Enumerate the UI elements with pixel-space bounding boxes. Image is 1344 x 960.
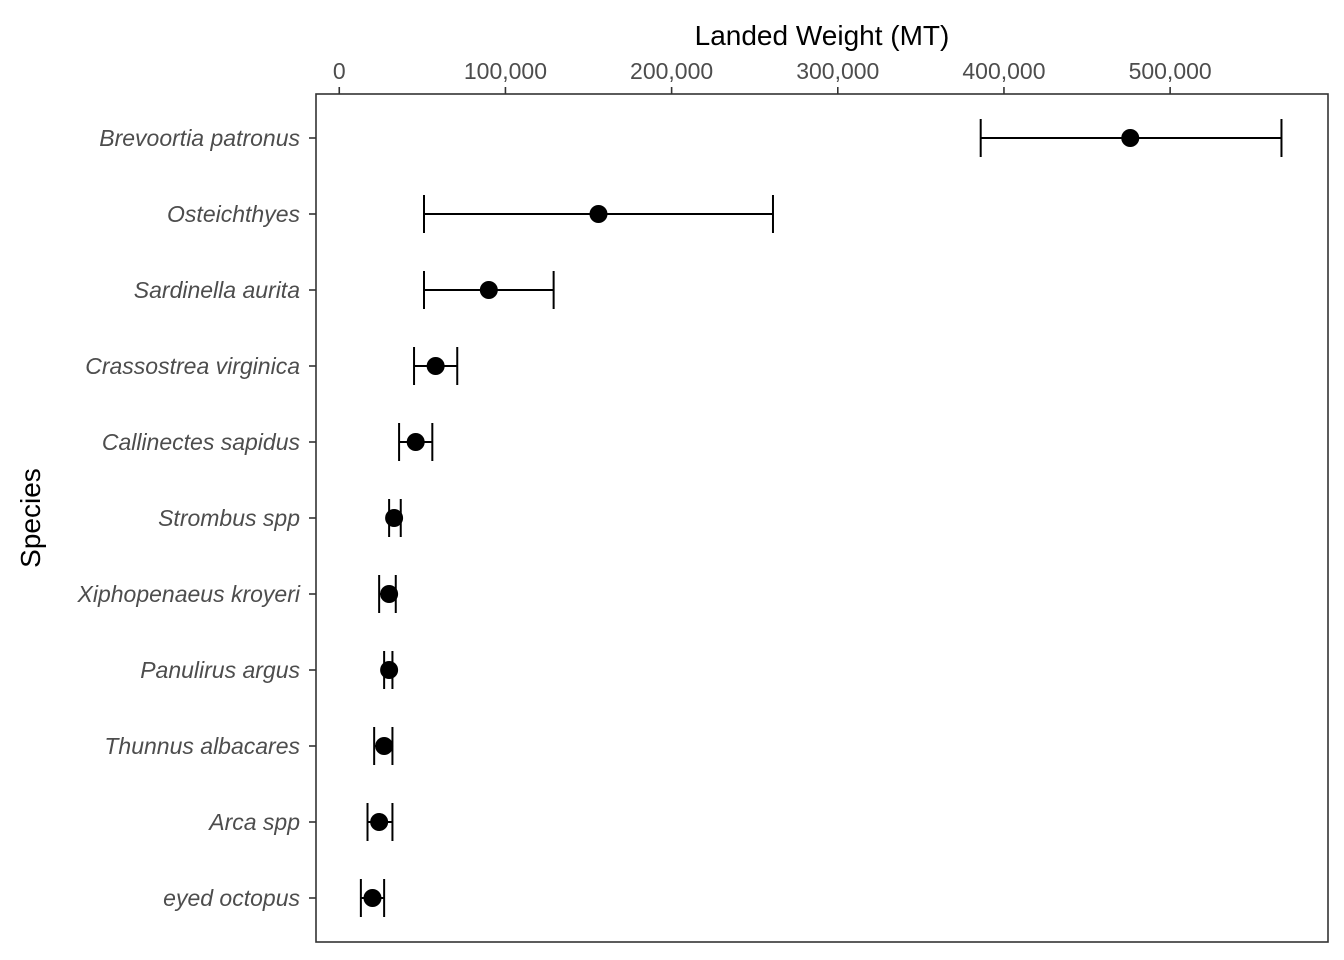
data-points: [363, 129, 1140, 907]
plot-panel: [315, 93, 1329, 943]
data-point: [406, 433, 425, 451]
y-tick-label: Strombus spp: [158, 505, 300, 531]
data-point: [375, 737, 394, 755]
y-axis-title: Species: [15, 468, 46, 568]
data-point: [370, 813, 389, 831]
data-point: [380, 585, 399, 603]
y-tick-label: Osteichthyes: [167, 201, 300, 227]
data-point: [363, 889, 382, 907]
y-tick-label: Brevoortia patronus: [99, 125, 300, 151]
data-point: [589, 205, 608, 223]
x-tick-label: 100,000: [464, 58, 547, 84]
data-point: [385, 509, 404, 527]
x-tick-label: 500,000: [1129, 58, 1212, 84]
data-point: [380, 661, 399, 679]
y-tick-label: eyed octopus: [163, 885, 300, 911]
x-axis-ticks: 0 100,000 200,000 300,000 400,000 500,000: [333, 58, 1212, 94]
y-tick-label: Crassostrea virginica: [85, 353, 300, 379]
y-tick-label: Panulirus argus: [140, 657, 300, 683]
y-tick-label: Sardinella aurita: [134, 277, 300, 303]
data-point: [1121, 129, 1140, 147]
x-axis-title: Landed Weight (MT): [695, 20, 950, 51]
data-point: [426, 357, 445, 375]
x-tick-label: 300,000: [796, 58, 879, 84]
y-tick-label: Callinectes sapidus: [102, 429, 301, 455]
x-tick-label: 0: [333, 58, 346, 84]
y-tick-label: Thunnus albacares: [104, 733, 300, 759]
y-tick-label: Arca spp: [207, 809, 300, 835]
y-tick-label: Xiphopenaeus kroyeri: [77, 581, 301, 607]
x-tick-label: 200,000: [630, 58, 713, 84]
x-tick-label: 400,000: [962, 58, 1045, 84]
y-axis-ticks: Brevoortia patronus Osteichthyes Sardinell…: [77, 125, 316, 911]
data-point: [479, 281, 498, 299]
